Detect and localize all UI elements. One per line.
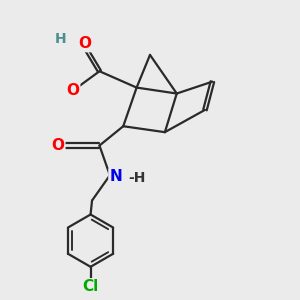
Text: O: O: [66, 83, 79, 98]
Text: O: O: [79, 36, 92, 51]
Text: H: H: [55, 32, 67, 46]
Text: O: O: [51, 138, 64, 153]
Text: -H: -H: [129, 171, 146, 185]
Text: Cl: Cl: [82, 279, 99, 294]
Text: N: N: [110, 169, 122, 184]
